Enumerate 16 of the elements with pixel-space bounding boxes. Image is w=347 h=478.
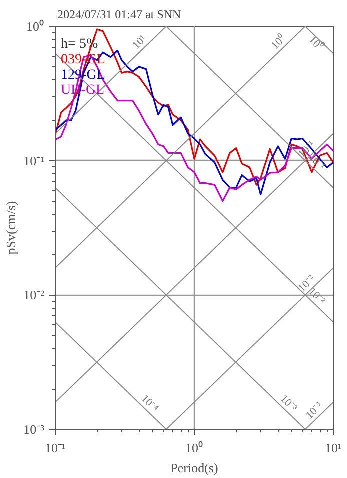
y-tick-label: 10⁻² <box>24 288 45 303</box>
text: 10⁻³ <box>278 392 300 415</box>
y-tick-label: 10⁻³ <box>24 422 45 437</box>
text: 10¹ <box>130 33 150 52</box>
x-tick-label: 10⁰ <box>186 440 204 456</box>
x-tick-label: 10¹ <box>325 440 342 456</box>
y-tick-label: 10⁻¹ <box>24 153 45 168</box>
x-tick-label: 10⁻¹ <box>45 440 66 456</box>
text: 10⁰ <box>268 32 288 52</box>
chart-title: 2024/07/31 01:47 at SNN <box>58 8 182 22</box>
text: 10⁻³ <box>304 400 326 422</box>
y-tick-label: 10⁰ <box>26 19 44 34</box>
text: 10⁻⁴ <box>138 392 161 415</box>
x-axis-title: Period(s) <box>170 460 218 476</box>
y-axis-title: pSv(cm/s) <box>4 201 19 255</box>
text: 10⁰ <box>306 33 326 54</box>
